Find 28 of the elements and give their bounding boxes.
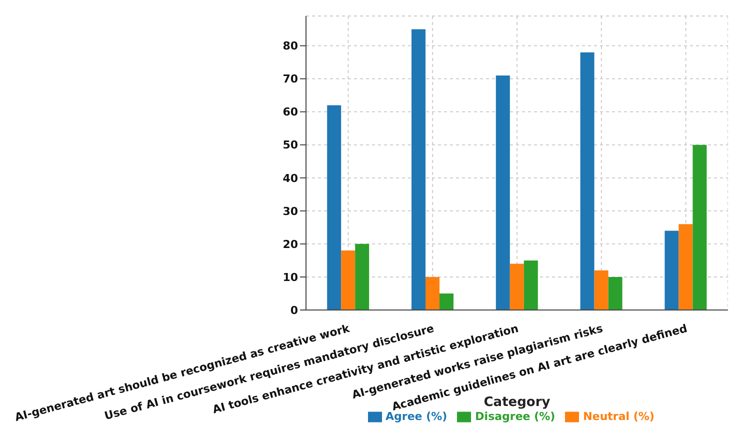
legend-label: Neutral (%): [583, 410, 654, 424]
bar: [608, 276, 622, 310]
y-tick-label: 70: [282, 72, 298, 86]
bar: [664, 230, 679, 310]
bar: [412, 29, 426, 310]
x-axis-title: Category: [484, 395, 551, 410]
y-tick-label: 10: [282, 270, 298, 284]
bar: [510, 264, 524, 310]
y-tick-label: 20: [282, 238, 298, 251]
bar: [426, 276, 440, 310]
bar: [594, 270, 608, 310]
y-tick-label: 30: [282, 204, 298, 218]
legend-label: Disagree (%): [475, 410, 556, 424]
y-tick-label: 80: [282, 40, 298, 53]
bar: [341, 250, 356, 310]
bar: [440, 293, 454, 310]
bar: [580, 52, 594, 310]
bar: [678, 224, 693, 310]
bar: [692, 144, 707, 310]
bar: [496, 75, 510, 310]
legend-label: Agree (%): [386, 410, 448, 424]
bar: [355, 244, 370, 310]
y-tick-label: 50: [282, 138, 298, 152]
bar: [524, 260, 538, 310]
y-tick-label: 40: [282, 172, 298, 185]
y-tick-label: 0: [290, 304, 298, 317]
y-tick-label: 60: [282, 106, 298, 119]
bar: [327, 105, 342, 310]
